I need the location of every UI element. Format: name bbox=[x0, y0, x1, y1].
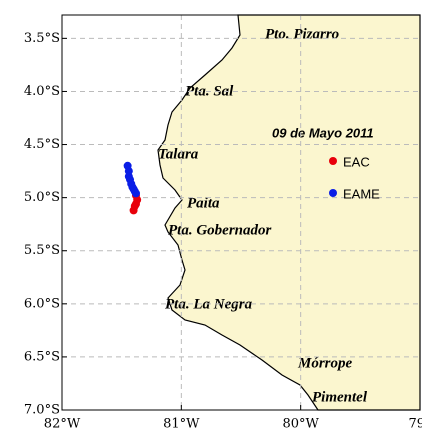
x-tick-label: 80°W bbox=[282, 417, 319, 432]
y-tick-label: 5.5°S bbox=[24, 243, 60, 258]
x-tick-label: 79° bbox=[408, 417, 422, 432]
legend-label: EAC bbox=[343, 154, 370, 169]
legend-label: EAME bbox=[343, 186, 380, 201]
place-label: Pto. Pizarro bbox=[265, 26, 339, 42]
place-label: Mórrope bbox=[297, 355, 353, 371]
land bbox=[157, 14, 421, 411]
x-tick-label: 82°W bbox=[44, 417, 81, 432]
y-tick-label: 4.5°S bbox=[24, 137, 60, 152]
place-label: Pta. La Negra bbox=[165, 296, 253, 312]
x-tick-label: 81°W bbox=[163, 417, 200, 432]
place-label: Pta. Gobernador bbox=[168, 222, 272, 238]
legend-title: 09 de Mayo 2011 bbox=[272, 125, 374, 140]
point bbox=[131, 189, 140, 198]
place-label: Talara bbox=[158, 146, 199, 162]
point bbox=[129, 206, 138, 215]
y-tick-label: 7.0°S bbox=[24, 403, 60, 418]
y-tick-label: 5.0°S bbox=[24, 190, 60, 205]
place-label: Paita bbox=[187, 195, 220, 211]
y-tick-label: 3.5°S bbox=[24, 31, 60, 46]
y-tick-label: 6.5°S bbox=[24, 349, 60, 364]
y-tick-label: 4.0°S bbox=[24, 84, 60, 99]
frame bbox=[61, 14, 421, 411]
legend-marker bbox=[329, 157, 337, 165]
y-tick-label: 6.0°S bbox=[24, 296, 60, 311]
legend-marker bbox=[329, 189, 337, 197]
place-label: Pimentel bbox=[312, 389, 368, 405]
